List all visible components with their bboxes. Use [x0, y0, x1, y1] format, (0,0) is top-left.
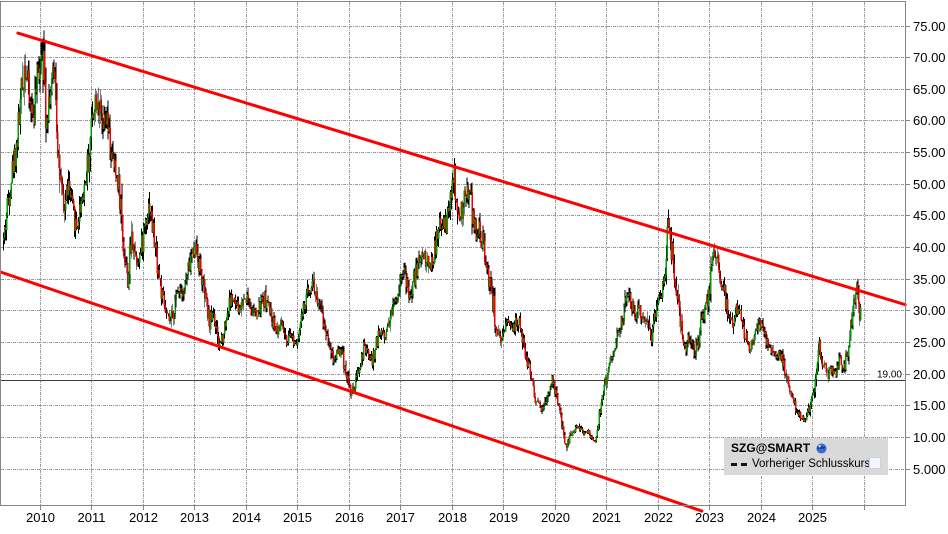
- y-tick-label: 75.00: [913, 19, 946, 34]
- globe-icon: [816, 442, 827, 454]
- legend-item-label: Vorheriger Schlusskurs: [752, 458, 871, 470]
- legend-item-row: Vorheriger Schlusskurs: [724, 454, 888, 470]
- x-tick-label: 2014: [232, 510, 261, 525]
- candles: [2, 30, 862, 451]
- y-axis: 75.00 70.00 65.00 60.00 55.00 50.00 45.00 40.00…: [905, 19, 946, 477]
- y-tick-label: 5.000: [913, 462, 946, 477]
- y-tick-label: 15.00: [913, 398, 946, 413]
- y-tick-label: 70.00: [913, 50, 946, 65]
- y-tick-label: 35.00: [913, 272, 946, 287]
- x-tick-label: 2020: [541, 510, 570, 525]
- legend-instrument-label: SZG@SMART: [731, 441, 811, 455]
- y-tick-label: 55.00: [913, 145, 946, 160]
- x-tick-label: 2025: [798, 510, 827, 525]
- x-tick-label: 2023: [695, 510, 724, 525]
- grid: [1, 2, 905, 505]
- x-axis: 2010 2011 2012 2013 2014 2015 2016 2017 2018 2019…: [26, 505, 865, 525]
- lower-channel-trendline[interactable]: [0, 270, 704, 513]
- x-tick-label: 2017: [386, 510, 415, 525]
- x-tick-label: 2012: [129, 510, 158, 525]
- x-tick-label: 2010: [26, 510, 55, 525]
- legend-box[interactable]: SZG@SMART Vorheriger Schlusskurs: [724, 438, 888, 475]
- x-tick-label: 2022: [644, 510, 673, 525]
- trendlines: [0, 31, 907, 513]
- prev-close-label-bg: [870, 368, 903, 379]
- x-tick-label: 2024: [747, 510, 776, 525]
- legend-visibility-checkbox[interactable]: [869, 457, 881, 469]
- x-tick-label: 2016: [335, 510, 364, 525]
- y-tick-label: 20.00: [913, 367, 946, 382]
- y-tick-label: 25.00: [913, 335, 946, 350]
- x-tick-label: 2019: [489, 510, 518, 525]
- y-tick-label: 45.00: [913, 208, 946, 223]
- upper-channel-trendline[interactable]: [16, 31, 907, 307]
- x-tick-label: 2018: [438, 510, 467, 525]
- prev-close-value-label: 19.00: [877, 370, 902, 381]
- y-tick-label: 60.00: [913, 113, 946, 128]
- y-tick-label: 50.00: [913, 177, 946, 192]
- y-tick-label: 10.00: [913, 430, 946, 445]
- x-tick-label: 2013: [180, 510, 209, 525]
- y-tick-label: 40.00: [913, 240, 946, 255]
- dashed-line-marker: [731, 462, 747, 466]
- y-tick-label: 30.00: [913, 303, 946, 318]
- x-tick-label: 2021: [592, 510, 621, 525]
- legend-title-row: SZG@SMART: [724, 438, 888, 454]
- x-tick-label: 2011: [78, 510, 106, 525]
- x-tick-label: 2015: [283, 510, 312, 525]
- y-tick-label: 65.00: [913, 82, 946, 97]
